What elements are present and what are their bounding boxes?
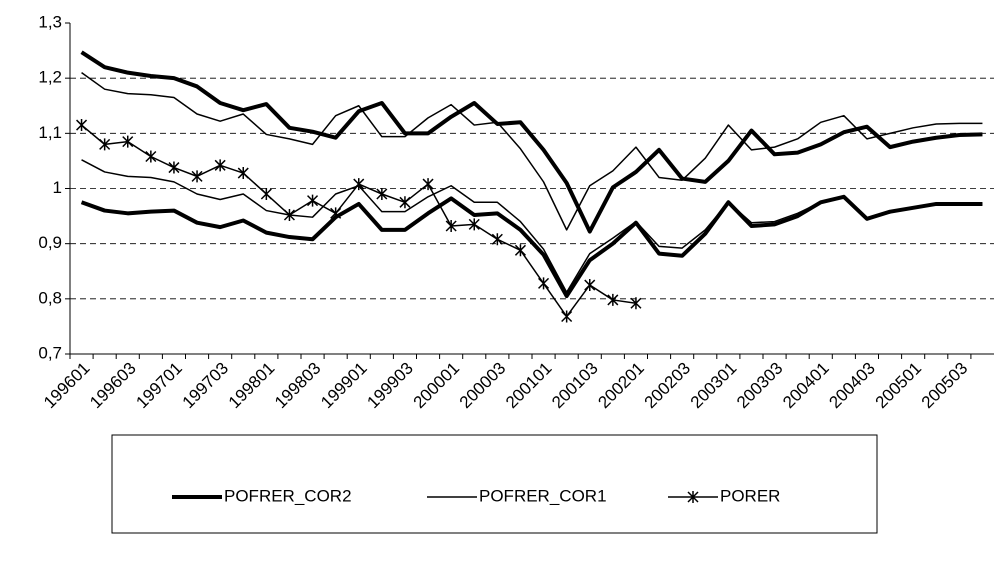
marker: [191, 170, 203, 183]
y-tick-label: 0,8: [38, 288, 62, 307]
marker: [445, 220, 457, 233]
x-tick-label: 199703: [179, 359, 233, 413]
x-tick-label: 200401: [779, 359, 833, 413]
legend-label: PORER: [720, 486, 780, 505]
x-tick-label: 200201: [594, 359, 648, 413]
marker: [561, 310, 573, 323]
marker: [376, 188, 388, 201]
x-tick-label: 200001: [410, 359, 464, 413]
x-tick-label: 200103: [548, 359, 602, 413]
marker: [76, 119, 88, 132]
marker: [607, 293, 619, 306]
x-tick-label: 200301: [687, 359, 741, 413]
y-tick-label: 0,7: [38, 343, 62, 362]
x-tick-label: 200303: [733, 359, 787, 413]
line: [81, 159, 983, 293]
x-tick-label: 199801: [225, 359, 279, 413]
legend-label: POFRER_COR1: [479, 486, 607, 505]
y-tick-label: 0,9: [38, 233, 62, 252]
line: [80, 50, 983, 234]
x-tick-label: 200501: [872, 359, 926, 413]
marker: [168, 161, 180, 174]
x-tick-label: 199701: [132, 359, 186, 413]
y-tick-label: 1,2: [38, 68, 62, 87]
y-tick-label: 1,1: [38, 123, 62, 142]
line: [81, 124, 637, 318]
marker: [99, 138, 111, 151]
y-tick-label: 1: [53, 178, 62, 197]
x-tick-label: 200101: [502, 359, 556, 413]
marker: [468, 218, 480, 231]
marker: [237, 167, 249, 180]
marker: [399, 196, 411, 209]
marker: [538, 277, 550, 290]
marker: [353, 178, 365, 191]
marker: [422, 178, 434, 191]
marker: [122, 135, 134, 148]
x-tick-label: 200003: [456, 359, 510, 413]
y-tick-label: 1,3: [38, 12, 62, 31]
x-tick-label: 199903: [363, 359, 417, 413]
marker: [214, 159, 226, 172]
legend-marker: [687, 491, 699, 503]
marker: [260, 188, 272, 201]
marker: [307, 194, 319, 207]
x-tick-label: 199803: [271, 359, 325, 413]
x-tick-label: 200403: [825, 359, 879, 413]
marker: [630, 297, 642, 310]
line: [81, 72, 983, 231]
x-tick-label: 199603: [86, 359, 140, 413]
x-tick-label: 199901: [317, 359, 371, 413]
marker: [514, 244, 526, 257]
legend-label: POFRER_COR2: [224, 486, 352, 505]
x-tick-label: 200503: [918, 359, 972, 413]
legend-box: [111, 434, 878, 534]
x-tick-label: 200203: [641, 359, 695, 413]
line: [80, 194, 983, 299]
marker: [491, 233, 503, 246]
marker: [584, 279, 596, 292]
marker: [145, 150, 157, 163]
x-tick-label: 199601: [40, 359, 94, 413]
